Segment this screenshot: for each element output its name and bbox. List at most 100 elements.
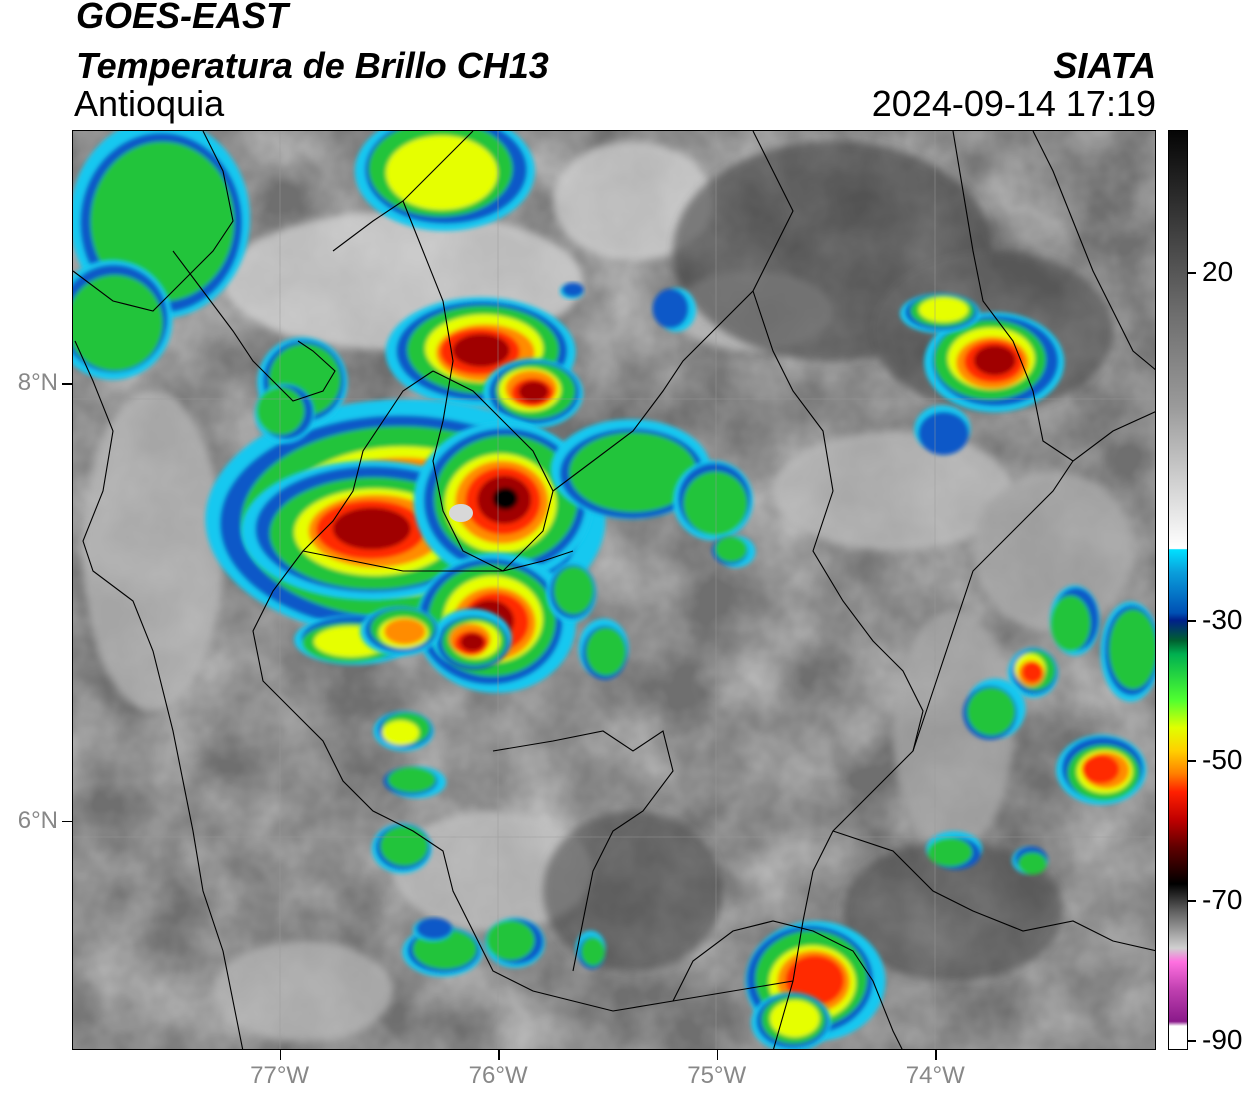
storm-contour (1050, 595, 1091, 652)
storm-cell (1049, 585, 1100, 656)
political-boundaries (73, 131, 1155, 1049)
storm-cell (712, 535, 756, 568)
storm-cell (900, 293, 980, 334)
storm-contour (562, 282, 584, 297)
coastline-uraba (172, 250, 336, 402)
coastline-pacific (74, 340, 244, 1049)
boundary-panama (73, 131, 234, 312)
storm-contour (715, 536, 748, 562)
storm-contour (967, 687, 1016, 736)
map-canvas (73, 131, 1155, 1049)
colorbar-tick (1188, 620, 1196, 622)
storm-cell (483, 358, 583, 429)
storm-contour (1109, 609, 1155, 690)
boundary-caldas (672, 920, 903, 1049)
storm-contour (927, 837, 973, 867)
storm-contour (380, 826, 429, 866)
storm-contour (1018, 852, 1047, 875)
lat-tick (62, 383, 72, 385)
storm-contour (1081, 754, 1120, 784)
storm-cell (1008, 647, 1058, 698)
storm-contour (683, 471, 748, 536)
colorbar-tick-label: -30 (1202, 604, 1243, 635)
storm-cell (354, 131, 535, 231)
organization-label: SIATA (1053, 45, 1156, 86)
storm-contour (256, 387, 305, 435)
storm-cell (371, 823, 432, 874)
storm-contour (382, 720, 420, 746)
lon-tick-label: 74°W (905, 1062, 965, 1089)
storm-contour (386, 135, 498, 210)
storm-cells (73, 131, 1155, 1049)
storm-contour (460, 633, 485, 652)
lat-tick-label: 8°N (17, 369, 58, 397)
storm-contour (1021, 661, 1043, 683)
boundary-antioquia-south (252, 370, 794, 1012)
storm-cell (383, 766, 446, 799)
storm-contour (518, 381, 549, 403)
boundary-santander (912, 411, 1155, 752)
storm-cell (575, 930, 606, 969)
region-label: Antioquia (74, 83, 225, 124)
storm-cell (578, 618, 629, 680)
storm-cell (1100, 601, 1155, 702)
storm-contour (332, 507, 411, 550)
storm-contour (770, 1000, 820, 1038)
storm-contour (387, 767, 436, 793)
boundary-inner-2 (302, 550, 574, 572)
storm-contour (652, 288, 689, 329)
lat-tick-label: 6°N (17, 806, 58, 834)
storm-contour (486, 920, 535, 961)
storm-cell (413, 421, 594, 582)
gridlines (73, 131, 1155, 1049)
storm-contour (918, 297, 969, 323)
colorbar-tick-label: -90 (1202, 1024, 1243, 1055)
storm-contour (586, 627, 626, 676)
storm-contour (581, 937, 605, 966)
storm-cell (751, 992, 832, 1049)
overshooting-top (449, 504, 473, 522)
storm-cell (431, 608, 512, 670)
storm-cell (914, 405, 971, 455)
boundary-boyaca (832, 830, 1155, 952)
storm-cell (924, 312, 1065, 413)
lon-tick-label: 77°W (250, 1062, 310, 1089)
colorbar-tick (1188, 760, 1196, 762)
storm-cell (926, 831, 983, 870)
storm-contour (73, 274, 163, 371)
colorbar-tick-label: -50 (1202, 744, 1243, 775)
boundary-cesar (1032, 131, 1155, 371)
storm-cell (550, 419, 711, 520)
storm-cell (546, 562, 597, 623)
colorbar-tick (1188, 272, 1196, 274)
storm-cell (559, 282, 584, 299)
storm-cell (413, 917, 453, 942)
storm-contour (973, 345, 1016, 376)
datetime-label: 2024-09-14 17:19 (871, 83, 1156, 124)
boundary-inner-1 (492, 730, 674, 972)
boundary-cordoba (432, 370, 554, 492)
colorbar-tick (1188, 900, 1196, 902)
satellite-map[interactable] (72, 130, 1156, 1050)
storm-cell (673, 460, 753, 541)
map-subtitle: Temperatura de Brillo CH13 (76, 45, 549, 86)
map-title: GOES-EAST (76, 0, 289, 36)
storm-contour (569, 432, 697, 513)
lon-tick-label: 76°W (468, 1062, 528, 1089)
storm-cell (1012, 846, 1048, 875)
storm-contour (416, 917, 453, 940)
storm-contour (553, 566, 594, 615)
colorbar-tick-label: -70 (1202, 884, 1243, 915)
colorbar (1168, 130, 1188, 1050)
lon-tick-label: 75°W (687, 1062, 747, 1089)
lat-tick (62, 820, 72, 823)
lon-tick (498, 1050, 500, 1060)
lon-tick (279, 1050, 282, 1060)
lon-tick (716, 1050, 719, 1060)
storm-cell (1056, 734, 1147, 805)
colorbar-tick (1188, 1040, 1196, 1042)
storm-contour (918, 411, 969, 455)
lon-tick (935, 1050, 937, 1060)
coastline-caribbean (332, 131, 474, 252)
storm-cell (373, 711, 434, 751)
